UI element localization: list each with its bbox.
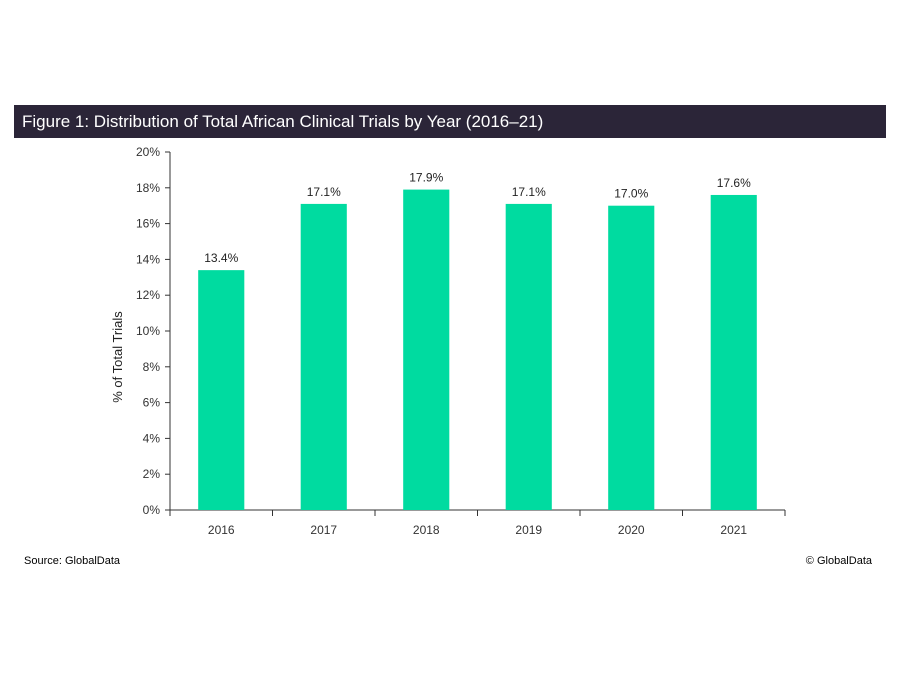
y-tick-label: 0% — [143, 503, 161, 517]
data-label-2016: 13.4% — [204, 251, 238, 265]
y-tick-label: 14% — [136, 252, 160, 266]
chart-title-bar: Figure 1: Distribution of Total African … — [14, 105, 886, 138]
data-label-2019: 17.1% — [512, 185, 546, 199]
chart-title: Figure 1: Distribution of Total African … — [22, 112, 544, 131]
y-tick-label: 8% — [143, 360, 161, 374]
x-axis: 2016 2017 2018 2019 2020 2021 — [169, 509, 786, 537]
x-tick-label: 2018 — [413, 523, 440, 537]
bar-2016 — [198, 270, 245, 510]
y-tick-label: 18% — [136, 181, 160, 195]
y-axis-title: % of Total Trials — [110, 311, 125, 403]
y-tick-label: 12% — [136, 288, 160, 302]
bar-2018 — [403, 189, 450, 510]
x-tick-label: 2016 — [208, 523, 235, 537]
bar-2019 — [505, 203, 552, 510]
y-tick-label: 20% — [136, 145, 160, 159]
data-label-2021: 17.6% — [717, 176, 751, 190]
bar-2017 — [300, 203, 347, 510]
bar-2020 — [608, 205, 655, 510]
data-labels: 13.4% 17.1% 17.9% 17.1% 17.0% 17.6% — [204, 171, 751, 266]
x-tick-label: 2017 — [310, 523, 337, 537]
source-note: Source: GlobalData — [24, 555, 120, 567]
y-tick-label: 6% — [143, 396, 161, 410]
x-tick-label: 2021 — [720, 523, 747, 537]
y-tick-label: 4% — [143, 431, 161, 445]
bar-2021 — [710, 194, 757, 510]
bars — [198, 189, 757, 510]
data-label-2017: 17.1% — [307, 185, 341, 199]
y-tick-label: 16% — [136, 217, 160, 231]
y-axis: 0% 2% 4% 6% 8% 10% 12% 14% 16% 18% 20% — [136, 145, 171, 517]
x-tick-label: 2020 — [618, 523, 645, 537]
bar-chart: 0%2%4%6%8%10%12%14%16%18%20% 2016 2017 201… — [110, 145, 786, 537]
y-tick-label: 2% — [143, 467, 161, 481]
data-label-2018: 17.9% — [409, 171, 443, 185]
x-tick-label: 2019 — [515, 523, 542, 537]
y-tick-label: 10% — [136, 324, 160, 338]
data-label-2020: 17.0% — [614, 187, 648, 201]
copyright-note: © GlobalData — [805, 555, 872, 567]
